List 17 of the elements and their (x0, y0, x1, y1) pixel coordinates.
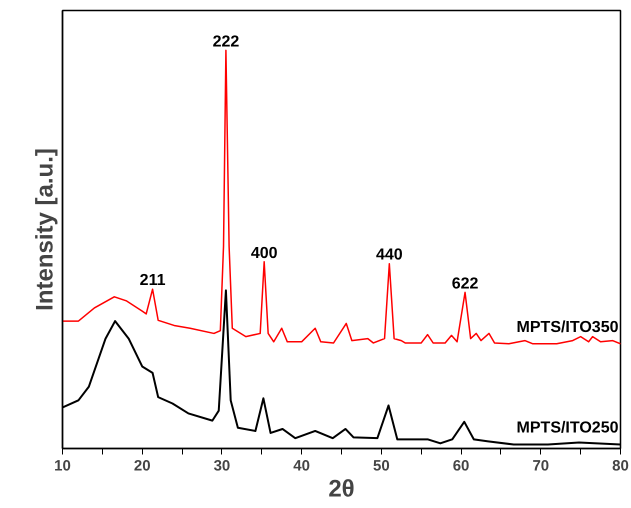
y-axis-title: Intensity [a.u.] (32, 148, 58, 311)
x-tick-label: 60 (452, 458, 470, 474)
x-tick-label: 50 (373, 458, 390, 474)
x-tick-label: 40 (293, 458, 310, 474)
annotation: 222 (212, 33, 240, 50)
annotation: 622 (452, 275, 479, 292)
x-tick-label: 80 (612, 458, 629, 474)
series-label: MPTS/ITO250 (516, 420, 619, 437)
series-label: MPTS/ITO350 (516, 318, 619, 336)
x-tick-label: 30 (214, 458, 230, 474)
x-axis-title: 2θ (328, 476, 355, 502)
annotation: 211 (140, 272, 166, 290)
annotation: 400 (250, 244, 278, 262)
x-tick-label: 70 (532, 458, 550, 474)
x-tick-label: 20 (134, 458, 151, 474)
x-tick-label: 10 (54, 458, 71, 474)
annotation: 440 (376, 246, 403, 264)
